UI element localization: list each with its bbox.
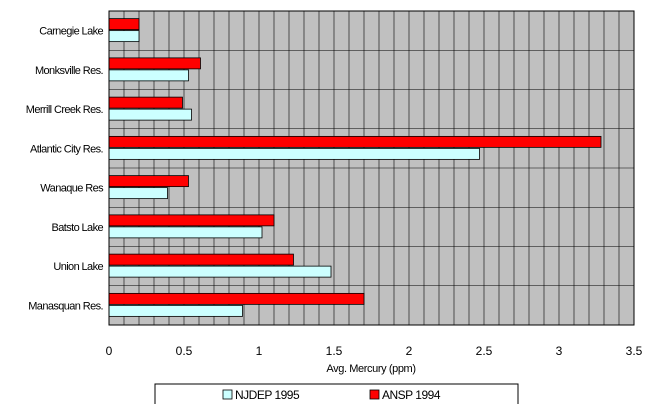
category-label: Union Lake (53, 261, 103, 273)
category-label: Batsto Lake (52, 222, 104, 234)
bar-ansp-5 (108, 214, 275, 227)
legend: NJDEP 1995 ANSP 1994 (154, 383, 519, 404)
category-label: Atlantic City Res. (30, 143, 103, 155)
bar-ansp-7 (108, 292, 365, 305)
x-tick-label: 2.5 (476, 344, 493, 358)
bar-njdep-4 (108, 187, 168, 200)
legend-swatch-ansp (369, 389, 380, 400)
x-tick-label: 0 (106, 344, 113, 358)
x-axis-title: Avg. Mercury (ppm) (326, 363, 415, 375)
x-tick-label: 3 (556, 344, 563, 358)
category-labels: Carnegie Lake Monksville Res. Merrill Cree… (26, 26, 105, 313)
legend-label-ansp: ANSP 1994 (382, 388, 441, 402)
x-tick-label: 1.5 (326, 344, 343, 358)
bar-njdep-7 (108, 304, 243, 317)
bar-ansp-0 (108, 18, 140, 31)
plot-frame (108, 10, 635, 326)
category-label: Carnegie Lake (39, 26, 103, 38)
x-tick-label: 1 (256, 344, 263, 358)
category-label: Monksville Res. (35, 65, 104, 77)
bar-ansp-2 (108, 96, 183, 109)
bar-ansp-3 (108, 135, 602, 148)
bar-njdep-1 (108, 69, 189, 82)
bar-ansp-6 (108, 253, 294, 266)
category-label: Manasquan Res. (28, 300, 103, 312)
bar-njdep-6 (108, 265, 332, 278)
bar-ansp-1 (108, 57, 201, 70)
legend-frame (154, 383, 519, 404)
bar-njdep-2 (108, 108, 192, 121)
x-tick-label: 2 (406, 344, 413, 358)
x-tick-label: 0.5 (176, 344, 193, 358)
bar-ansp-4 (108, 175, 189, 188)
legend-label-njdep: NJDEP 1995 (235, 388, 300, 402)
category-label: Merrill Creek Res. (26, 104, 104, 116)
category-label: Wanaque Res (40, 183, 104, 195)
bar-njdep-0 (108, 30, 140, 43)
bar-njdep-5 (108, 226, 263, 239)
bar-njdep-3 (108, 147, 480, 160)
x-tick-label: 3.5 (626, 344, 643, 358)
legend-swatch-njdep (222, 389, 233, 400)
bars (108, 18, 602, 317)
x-tick-labels: 0 0.5 1 1.5 2 2.5 3 3.5 (106, 344, 643, 358)
